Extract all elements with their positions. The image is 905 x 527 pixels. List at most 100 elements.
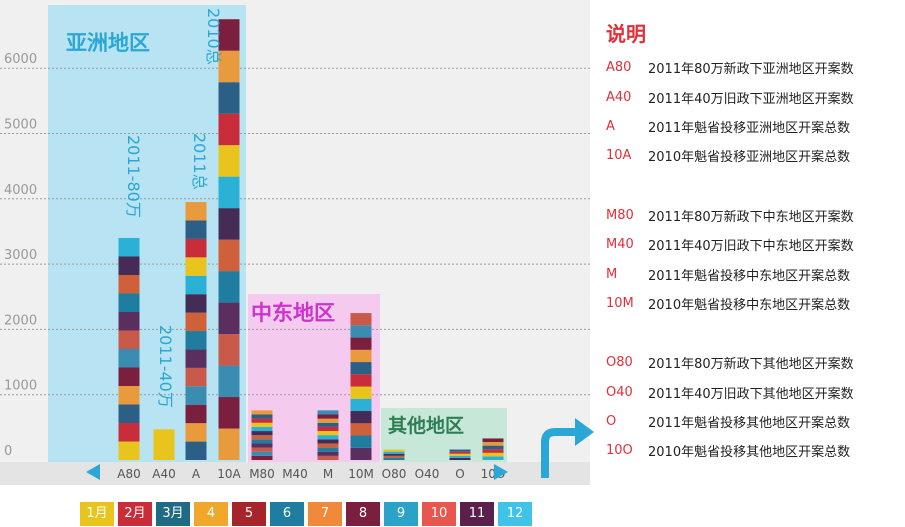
bar-segment-A80: [118, 274, 140, 294]
x-tick-label: M: [323, 467, 333, 481]
bar-segment-A: [185, 294, 207, 313]
bar-segment-10O: [482, 438, 504, 443]
bar-segment-A80: [118, 237, 140, 257]
note-row: 10M 2010年魁省投移中东地区开案总数: [606, 289, 902, 318]
legend-month-1: 1月: [80, 502, 114, 526]
bar-segment-M: [317, 443, 339, 448]
bar-label-A80: 2011-80万: [124, 135, 143, 218]
bar-segment-A: [185, 367, 207, 387]
legend-month-4: 4: [194, 502, 228, 526]
x-tick-label: O: [455, 467, 464, 481]
bar-segment-10A: [218, 365, 240, 398]
bar-label-A40: 2011-40万: [156, 325, 175, 408]
note-row: O40 2011年40万旧政下其他地区开案数: [606, 378, 902, 407]
bar-segment-M: [317, 435, 339, 440]
notes-spacer: [606, 318, 902, 348]
bar-segment-M: [317, 451, 339, 456]
bar-segment-10M: [350, 411, 372, 424]
bar-segment-A80: [118, 348, 140, 368]
x-tick-label: 10M: [348, 467, 374, 481]
bar-segment-10A: [218, 397, 240, 429]
notes-spacer: [606, 171, 902, 201]
bar-segment-A: [185, 349, 207, 368]
bar-segment-10A: [218, 239, 240, 272]
note-row: 10A 2010年魁省投移亚洲地区开案总数: [606, 141, 902, 170]
legend-month-12: 12: [498, 502, 532, 526]
bar-segment-O: [449, 457, 471, 460]
x-tick-label: M40: [282, 467, 308, 481]
bar-segment-10O: [482, 442, 504, 446]
bar-segment-10A: [218, 176, 240, 209]
bar-segment-10M: [350, 435, 372, 448]
bar-segment-A40: [153, 429, 175, 460]
bar-segment-10M: [350, 337, 372, 350]
y-tick-label: 5000: [4, 118, 37, 133]
bar-segment-M80: [251, 439, 273, 444]
notes-panel: 说明 A80 2011年80万新政下亚洲地区开案数 A40 2011年40万旧政下亚洲…: [606, 18, 902, 466]
note-text: 2011年魁省投移其他地区开案总数: [648, 416, 851, 432]
note-code: M: [606, 266, 618, 282]
bar-segment-10A: [218, 428, 240, 460]
bar-segment-M80: [251, 422, 273, 427]
legend-month-9: 9: [384, 502, 418, 526]
bar-segment-10A: [218, 19, 240, 51]
x-tick-label: M80: [249, 467, 275, 481]
note-row: A 2011年魁省投移亚洲地区开案总数: [606, 112, 902, 141]
note-code: A: [606, 118, 615, 134]
right-arrow-icon: [494, 464, 508, 480]
note-row: A40 2011年40万旧政下亚洲地区开案数: [606, 82, 902, 111]
bar-segment-M80: [251, 431, 273, 436]
bar-label-A: 2011总: [190, 133, 209, 190]
note-code: 10O: [606, 443, 633, 459]
note-code: A80: [606, 60, 632, 76]
month-legend: 1月 2月 3月 4 5 6 7 8 9 10 11 12: [80, 502, 532, 526]
bar-segment-A: [185, 441, 207, 460]
bar-segment-A80: [118, 441, 140, 460]
bar-segment-A80: [118, 256, 140, 275]
bar-segment-10A: [218, 113, 240, 146]
note-text: 2010年魁省投移亚洲地区开案总数: [648, 150, 851, 166]
bar-segment-A: [185, 238, 207, 258]
legend-month-3: 3月: [156, 502, 190, 526]
bar-segment-M: [317, 422, 339, 427]
bar-segment-A80: [118, 422, 140, 442]
y-tick-label: 3000: [4, 248, 37, 263]
bar-segment-M: [317, 447, 339, 452]
bar-label-10A: 2010总: [204, 8, 223, 65]
x-tick-label: O80: [382, 467, 407, 481]
y-tick-label: 2000: [4, 313, 37, 328]
bar-segment-10M: [350, 386, 372, 399]
note-text: 2010年魁省投移中东地区开案总数: [648, 297, 851, 313]
note-text: 2010年魁省投移其他地区开案总数: [648, 445, 851, 461]
note-code: 10M: [606, 295, 634, 311]
bar-segment-M80: [251, 414, 273, 419]
y-tick-label: 6000: [4, 52, 37, 67]
legend-month-10: 10: [422, 502, 456, 526]
bar-segment-A: [185, 331, 207, 350]
note-text: 2011年80万新政下其他地区开案数: [648, 357, 854, 373]
bar-segment-M: [317, 418, 339, 423]
notes-title: 说明: [606, 22, 646, 46]
bar-segment-M80: [251, 451, 273, 456]
bar-segment-A: [185, 423, 207, 442]
bar-segment-A: [185, 202, 207, 221]
bar-segment-O: [449, 455, 471, 458]
bar-segment-A: [185, 220, 207, 239]
bar-segment-A80: [118, 330, 140, 349]
bar-segment-M: [317, 426, 339, 432]
note-row: 10O 2010年魁省投移其他地区开案总数: [606, 436, 902, 465]
bar-segment-O80: [383, 453, 405, 456]
bar-segment-A: [185, 312, 207, 332]
bar-segment-10M: [350, 349, 372, 363]
legend-month-5: 5: [232, 502, 266, 526]
bar-segment-O80: [383, 455, 405, 458]
bar-segment-10A: [218, 82, 240, 114]
y-tick-label: 0: [4, 444, 12, 459]
bar-segment-10M: [350, 398, 372, 412]
bar-segment-M: [317, 455, 339, 460]
region-3-label: 其他地区: [388, 414, 464, 437]
bar-segment-M80: [251, 410, 273, 415]
bar-segment-10M: [350, 313, 372, 326]
bar-segment-O: [449, 453, 471, 456]
curved-arrow-icon: [541, 428, 575, 478]
